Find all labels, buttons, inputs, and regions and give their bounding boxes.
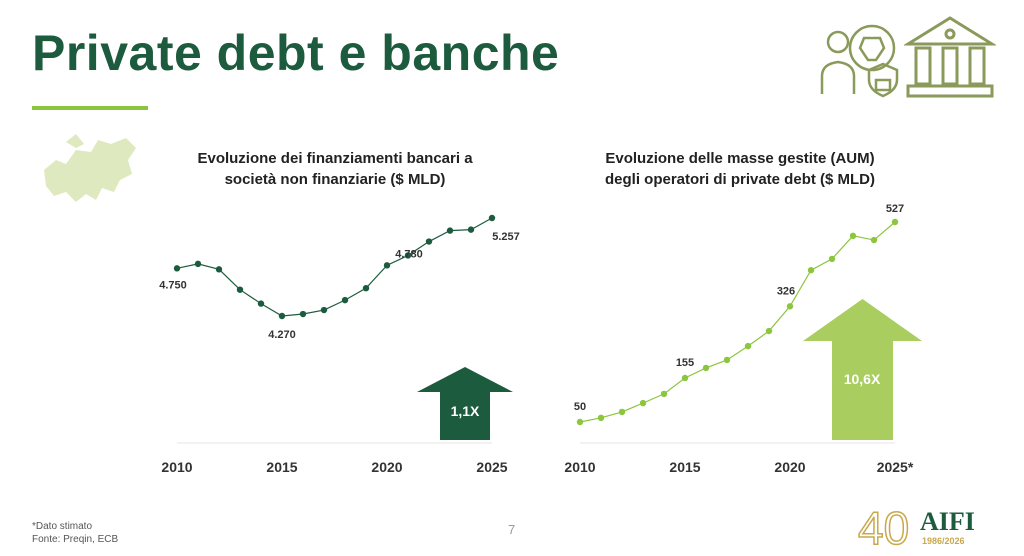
data-point: [702, 364, 710, 372]
footnote-source: Fonte: Preqin, ECB: [32, 534, 119, 545]
data-point: [807, 267, 815, 274]
svg-text:1986/2026: 1986/2026: [922, 536, 965, 546]
data-label: 5.257: [492, 231, 520, 243]
data-point: [681, 374, 689, 382]
data-point: [299, 310, 307, 318]
bank-building-icon: [904, 16, 996, 98]
data-label: 4.750: [159, 279, 187, 291]
x-tick-label: 2010: [564, 459, 595, 475]
series-line: [579, 221, 896, 423]
data-label: 155: [676, 357, 694, 369]
data-point: [488, 214, 496, 222]
title-line: Evoluzione dei finanziamenti bancari a: [197, 150, 473, 167]
data-label: 4.270: [268, 329, 296, 341]
title-underline: [32, 106, 148, 110]
x-tick-label: 2025*: [877, 459, 914, 475]
data-point: [744, 342, 752, 350]
data-point: [341, 296, 349, 304]
europe-map-icon: [44, 134, 136, 202]
data-point: [467, 226, 475, 233]
data-point: [362, 284, 370, 292]
data-point: [723, 356, 731, 364]
data-point: [215, 266, 223, 273]
footnote: *Dato stimato Fonte: Preqin, ECB: [32, 520, 118, 546]
growth-arrow: [417, 367, 513, 440]
data-point: [236, 286, 244, 293]
data-label: 527: [886, 203, 904, 215]
page-title: Private debt e banche: [32, 25, 560, 81]
title-line: Evoluzione delle masse gestite (AUM): [605, 150, 875, 167]
data-point: [597, 414, 605, 422]
svg-text:40: 40: [858, 502, 909, 550]
data-point: [870, 236, 878, 244]
data-point: [891, 218, 899, 226]
x-tick-label: 2010: [161, 459, 192, 475]
x-tick-label: 2020: [774, 459, 805, 475]
data-point: [660, 390, 668, 398]
page-number: 7: [508, 522, 516, 537]
chart-title-bank-loans: Evoluzione dei finanziamenti bancari a so…: [165, 148, 505, 190]
data-point: [173, 265, 181, 272]
x-tick-label: 2020: [371, 459, 402, 475]
x-tick-label: 2015: [266, 459, 297, 475]
svg-text:AIFI: AIFI: [920, 507, 975, 536]
x-tick-label: 2025: [476, 459, 507, 475]
data-point: [383, 262, 391, 269]
data-point: [425, 238, 433, 245]
data-point: [765, 327, 773, 335]
data-point: [404, 252, 412, 259]
title-line: società non finanziarie ($ MLD): [224, 171, 446, 188]
data-point: [849, 232, 857, 240]
chart-title-private-debt-aum: Evoluzione delle masse gestite (AUM) degl…: [570, 148, 910, 190]
data-label: 326: [777, 285, 795, 297]
x-tick-label: 2015: [669, 459, 700, 475]
series-line: [176, 217, 493, 317]
data-point: [320, 306, 328, 314]
data-point: [576, 418, 584, 426]
title-line: degli operatori di private debt ($ MLD): [604, 171, 876, 188]
data-label: 50: [574, 401, 586, 413]
data-point: [828, 255, 836, 263]
growth-arrow: [803, 299, 922, 440]
data-point: [618, 408, 626, 416]
data-point: [278, 312, 286, 320]
data-point: [446, 227, 454, 234]
growth-multiplier-label: 10,6X: [844, 371, 881, 387]
data-label: 4.780: [395, 248, 423, 260]
data-point: [257, 300, 265, 307]
growth-multiplier-label: 1,1X: [451, 403, 480, 419]
data-point: [639, 399, 647, 407]
data-point: [786, 303, 794, 310]
data-point: [194, 260, 202, 268]
investor-security-icon: [820, 24, 899, 98]
footnote-estimate: *Dato stimato: [32, 521, 93, 532]
